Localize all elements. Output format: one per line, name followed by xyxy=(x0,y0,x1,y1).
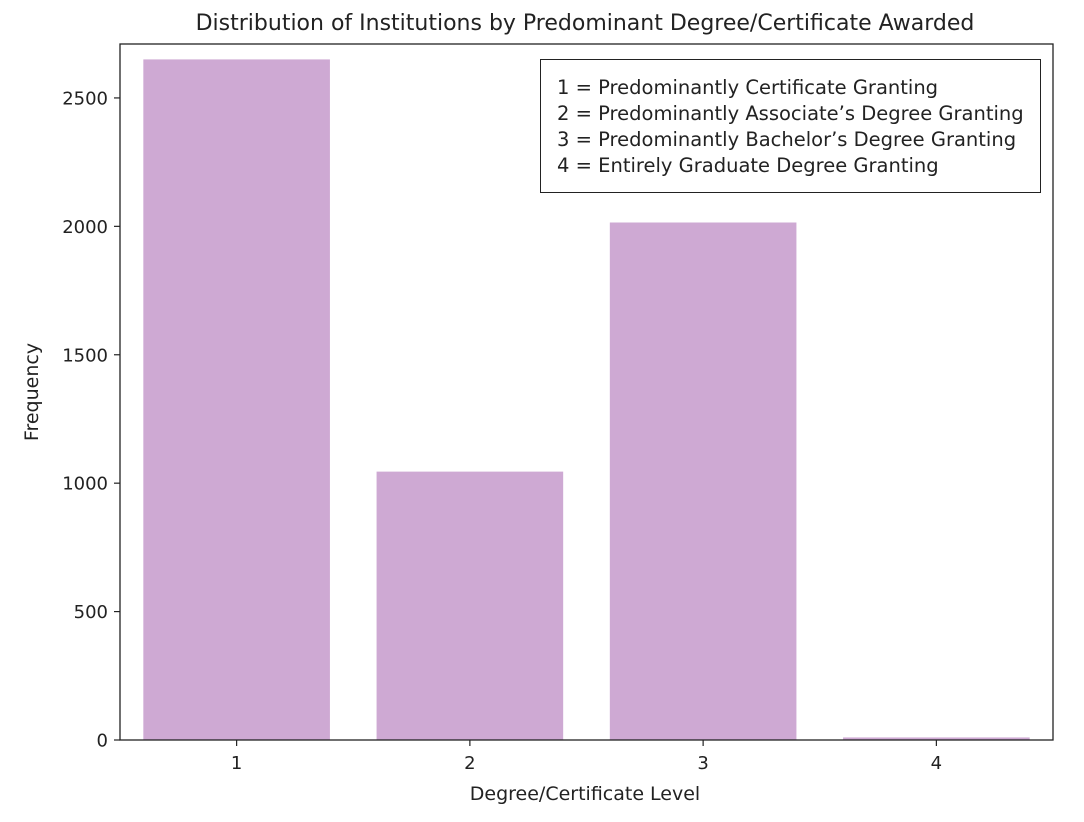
legend-entry-3: 3 = Predominantly Bachelor’s Degree Gran… xyxy=(557,128,1017,151)
legend-entry-1: 1 = Predominantly Certificate Granting xyxy=(557,76,939,99)
y-tick-label-1500: 1500 xyxy=(62,345,108,366)
x-axis-label: Degree/Certificate Level xyxy=(470,783,700,805)
y-axis: 0 500 1000 1500 2000 2500 xyxy=(62,88,120,752)
y-tick-label-2500: 2500 xyxy=(62,88,108,109)
x-tick-label-3: 3 xyxy=(697,753,708,774)
chart-title: Distribution of Institutions by Predomin… xyxy=(196,11,975,36)
x-tick-label-2: 2 xyxy=(464,753,475,774)
bars-layer xyxy=(143,59,1030,741)
bar-2 xyxy=(376,471,564,740)
y-axis-label: Frequency xyxy=(21,343,43,441)
plot-frame xyxy=(119,43,1054,741)
x-tick-label-1: 1 xyxy=(231,753,242,774)
bar-4 xyxy=(843,737,1030,740)
legend-entry-2: 2 = Predominantly Associate’s Degree Gra… xyxy=(557,102,1024,125)
x-axis: 1 2 3 4 xyxy=(231,740,942,774)
y-tick-label-2000: 2000 xyxy=(62,217,108,238)
y-tick-label-0: 0 xyxy=(97,731,108,752)
legend-entry-4: 4 = Entirely Graduate Degree Granting xyxy=(557,154,939,177)
y-tick-label-1000: 1000 xyxy=(62,474,108,495)
bar-1 xyxy=(143,59,330,740)
y-tick-label-500: 500 xyxy=(74,602,108,623)
x-tick-label-4: 4 xyxy=(931,753,942,774)
bar-3 xyxy=(609,222,797,741)
legend: 1 = Predominantly Certificate Granting 2… xyxy=(540,59,1041,193)
